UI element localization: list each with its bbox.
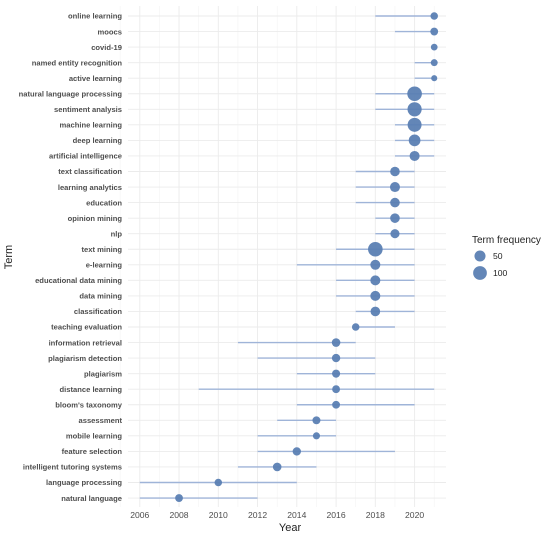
term-label: plagiarism detection (48, 354, 122, 363)
x-tick-label: 2008 (169, 510, 188, 520)
term-label: moocs (98, 27, 122, 36)
term-point (389, 182, 400, 193)
legend-label: 100 (493, 268, 508, 278)
term-label: data mining (79, 292, 122, 301)
term-point (331, 353, 341, 363)
term-label: intelligent tutoring systems (23, 463, 122, 472)
x-tick-label: 2012 (248, 510, 267, 520)
grid-lines (119, 6, 446, 507)
term-point (390, 213, 400, 223)
term-point (407, 86, 422, 102)
x-tick-label: 2014 (287, 510, 306, 520)
term-label: teaching evaluation (51, 323, 122, 332)
term-label: bloom's taxonomy (55, 400, 123, 409)
term-label: active learning (69, 74, 123, 83)
term-point (390, 197, 400, 208)
legend-symbol (474, 250, 486, 262)
y-axis-title: Term (3, 245, 15, 269)
term-label: artificial intelligence (49, 152, 122, 161)
term-point (370, 290, 381, 301)
term-label: text classification (58, 167, 122, 176)
x-axis-title: Year (279, 522, 302, 534)
range-lines (139, 15, 435, 499)
term-label: sentiment analysis (54, 105, 122, 114)
term-label: text mining (81, 245, 122, 254)
term-label: e-learning (86, 261, 123, 270)
term-label: deep learning (73, 136, 123, 145)
term-point (409, 150, 420, 161)
term-point (368, 241, 383, 257)
term-label: education (86, 198, 122, 207)
term-point (332, 385, 340, 394)
term-point (430, 43, 438, 51)
term-label: nlp (111, 229, 123, 238)
x-tick-label: 2018 (366, 510, 385, 520)
term-point (292, 447, 301, 456)
term-point (331, 338, 341, 347)
term-point (370, 275, 381, 286)
x-tick-label: 2006 (130, 510, 149, 520)
term-point (390, 229, 400, 239)
term-label: opinion mining (68, 214, 123, 223)
term-point (370, 259, 381, 270)
term-label: information retrieval (49, 338, 122, 347)
term-point (390, 166, 400, 177)
term-label: language processing (46, 478, 122, 487)
data-points (175, 12, 439, 502)
term-point (370, 306, 381, 317)
legend-items: 50 100 (473, 250, 508, 280)
term-label: assessment (79, 416, 123, 425)
legend-title: Term frequency (472, 235, 541, 246)
term-point (332, 400, 340, 409)
legend-label: 50 (493, 251, 503, 261)
term-label: classification (74, 307, 122, 316)
term-point (312, 416, 321, 425)
x-tick-label: 2010 (209, 510, 228, 520)
term-label: covid-19 (91, 43, 122, 52)
term-point (351, 323, 360, 331)
x-tick-labels: 2006 2008 2010 2012 2014 2016 2018 2020 (130, 510, 424, 520)
term-point (312, 432, 321, 440)
term-point (430, 59, 438, 67)
term-label: distance learning (60, 385, 123, 394)
x-tick-label: 2020 (405, 510, 424, 520)
x-tick-label: 2016 (327, 510, 346, 520)
term-point (407, 102, 422, 117)
legend: Term frequency 50 100 (472, 235, 541, 280)
term-label: educational data mining (35, 276, 122, 285)
term-label: plagiarism (84, 369, 122, 378)
term-label: online learning (68, 12, 122, 21)
term-point (431, 75, 438, 82)
term-label: feature selection (62, 447, 123, 456)
term-label: learning analytics (58, 183, 122, 192)
term-point (407, 117, 422, 132)
term-point (430, 12, 438, 20)
term-label: named entity recognition (32, 58, 123, 67)
legend-symbol (473, 266, 487, 280)
term-point (430, 27, 439, 36)
term-point (332, 369, 341, 378)
term-label: mobile learning (66, 432, 122, 441)
term-point (408, 134, 421, 147)
term-point (214, 478, 223, 487)
term-label: natural language processing (19, 89, 123, 98)
term-point (272, 462, 282, 472)
term-label: machine learning (60, 121, 123, 130)
y-tick-labels: online learning moocs covid-19 named entity… (19, 12, 123, 503)
term-point (175, 494, 183, 502)
term-label: natural language (61, 494, 122, 503)
